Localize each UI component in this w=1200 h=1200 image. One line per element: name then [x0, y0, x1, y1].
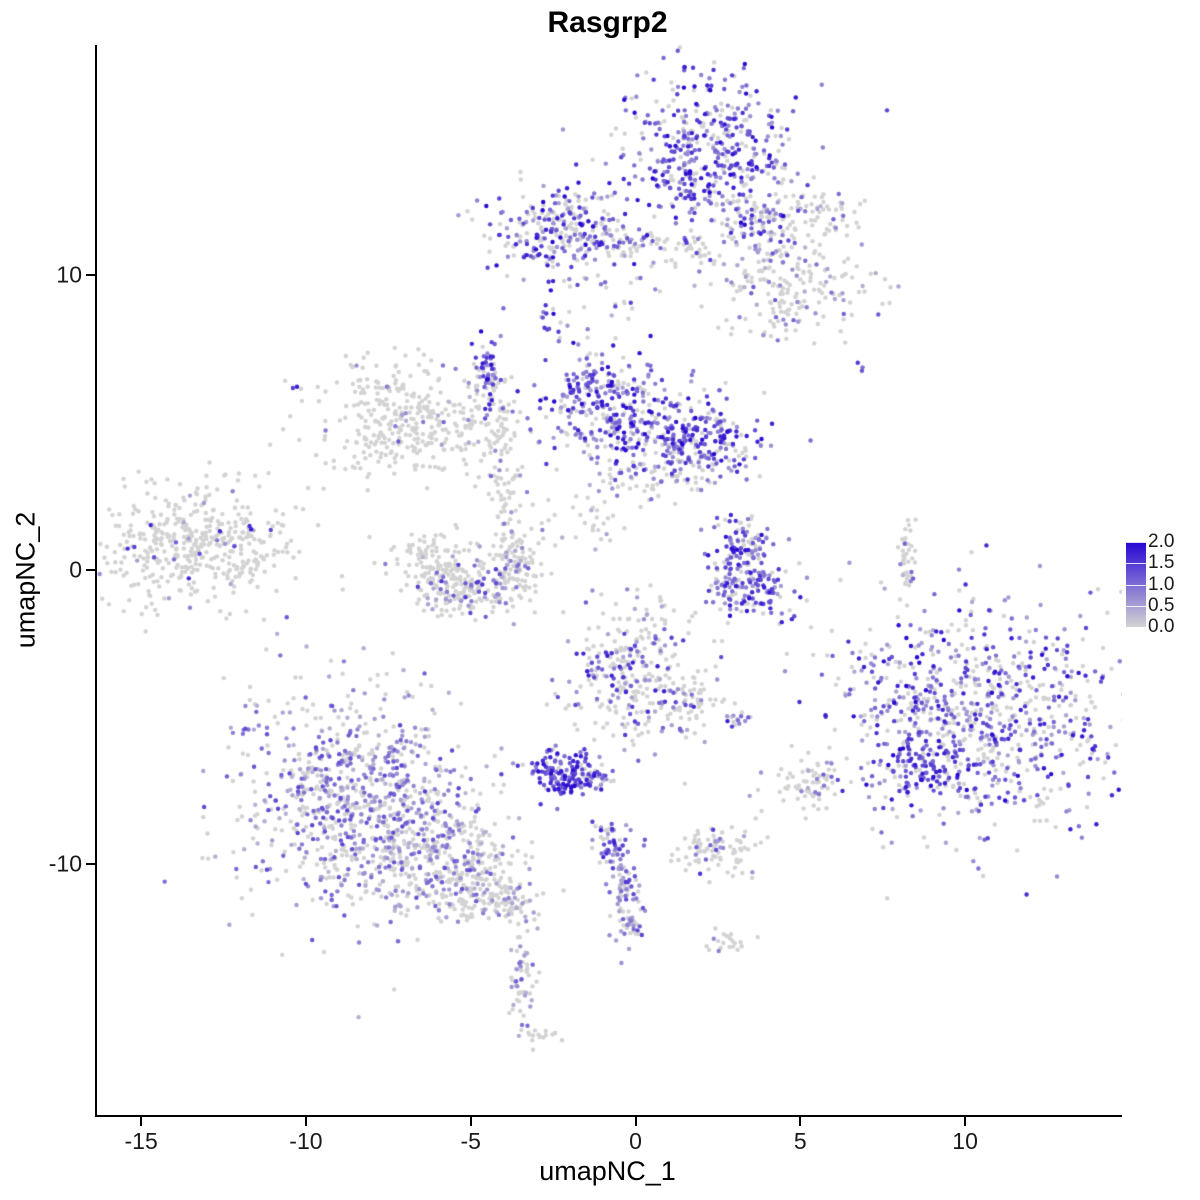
y-tick-label: -10: [48, 850, 82, 877]
x-tick-label: -10: [289, 1128, 323, 1154]
plot-title: Rasgrp2: [547, 6, 668, 39]
y-tick-label: 0: [69, 556, 82, 583]
y-axis-title: umapNC_2: [10, 511, 41, 649]
colorbar-tick-label: 1.0: [1148, 573, 1175, 595]
colorbar-legend: 2.0 1.5 1.0 0.5 0.0: [1126, 531, 1200, 640]
x-tick-mark: [634, 1117, 637, 1126]
y-tick-label: 10: [56, 261, 82, 288]
plot-panel: [95, 45, 1122, 1117]
x-tick-mark: [140, 1117, 143, 1126]
colorbar-tick-mark: [1126, 627, 1146, 628]
colorbar-tick-label: 2.0: [1148, 531, 1175, 552]
colorbar-tick-label: 1.5: [1148, 552, 1175, 574]
y-tick-mark: [86, 863, 95, 866]
x-tick-mark: [799, 1117, 802, 1126]
x-tick-mark: [304, 1117, 307, 1126]
x-axis-title: umapNC_1: [539, 1156, 676, 1186]
x-tick-mark: [964, 1117, 967, 1126]
colorbar-tick-mark: [1126, 605, 1146, 607]
y-tick-mark: [86, 273, 95, 276]
colorbar-tick-label: 0.5: [1148, 594, 1175, 616]
x-tick-label: -15: [124, 1128, 158, 1154]
x-tick-label: 5: [793, 1128, 807, 1154]
colorbar-tick-label: 0.0: [1148, 616, 1175, 637]
x-tick-label: -5: [460, 1128, 481, 1154]
x-tick-label: 0: [629, 1128, 642, 1154]
x-tick-label: 10: [952, 1128, 978, 1154]
x-tick-mark: [469, 1117, 472, 1126]
colorbar-tick-mark: [1126, 542, 1146, 543]
y-tick-mark: [86, 568, 95, 571]
colorbar-tick-mark: [1126, 563, 1146, 565]
colorbar-tick-mark: [1126, 584, 1146, 586]
scatter-points-canvas: [97, 45, 1122, 1115]
